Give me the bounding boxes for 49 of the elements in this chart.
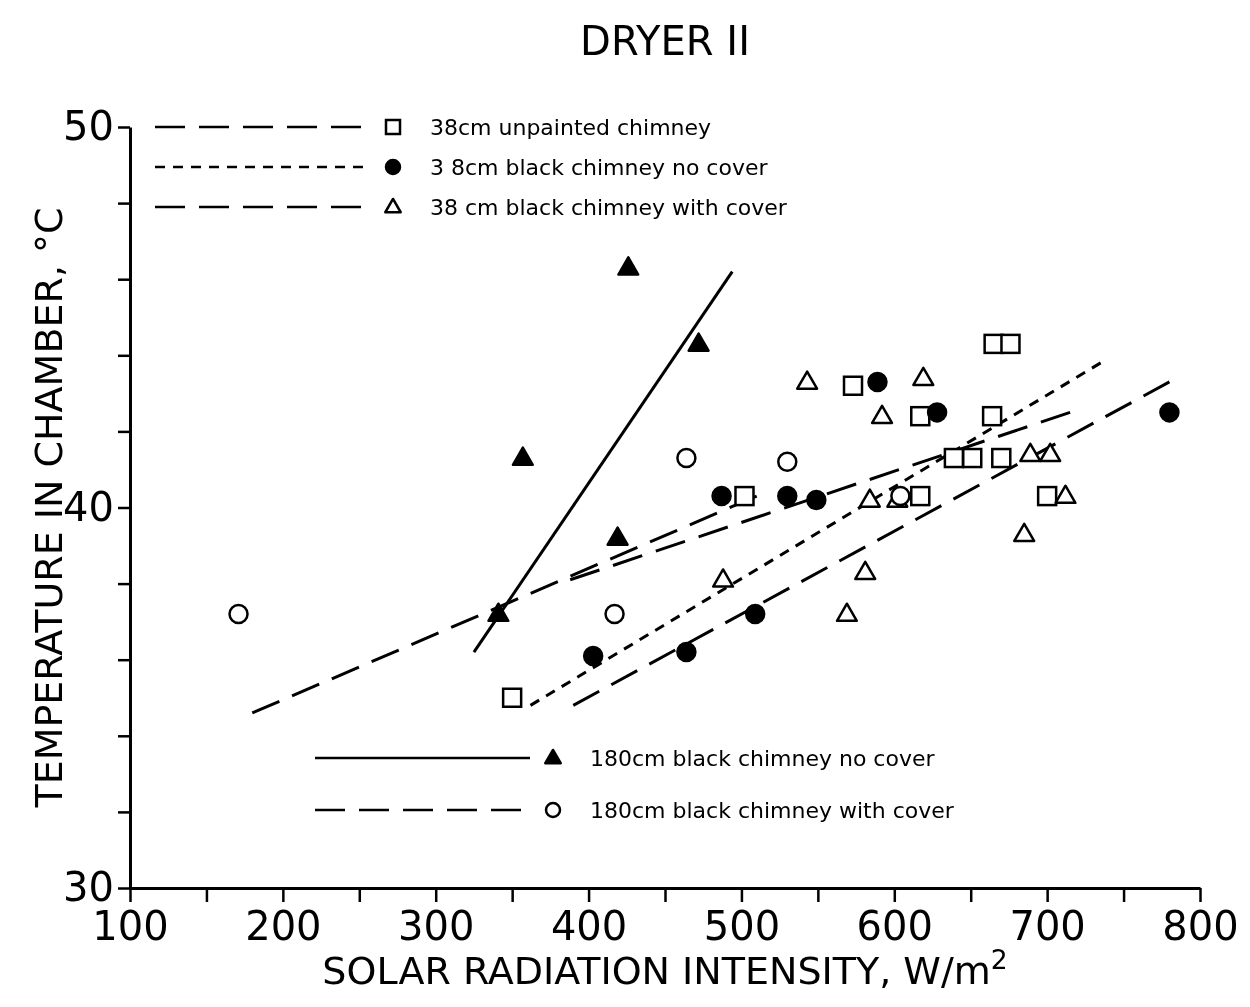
point xyxy=(867,371,888,393)
point xyxy=(582,645,604,667)
point xyxy=(687,332,710,352)
point xyxy=(511,446,534,467)
legend-label: 180cm black chimney no cover xyxy=(590,746,936,771)
point xyxy=(1013,522,1036,543)
point xyxy=(854,560,877,581)
point xyxy=(711,568,735,588)
point xyxy=(870,404,894,425)
point xyxy=(842,375,864,396)
point xyxy=(676,641,697,663)
y-tick-label: 50 xyxy=(63,103,114,150)
point xyxy=(1019,442,1042,463)
x-tick-label: 700 xyxy=(1009,903,1086,950)
point xyxy=(501,687,523,708)
point xyxy=(711,485,732,507)
point xyxy=(991,447,1012,469)
legend-label: 38 cm black chimney with cover xyxy=(430,195,788,220)
point xyxy=(777,451,798,473)
x-tick-label: 800 xyxy=(1162,903,1239,950)
point xyxy=(1036,485,1058,507)
legend-label: 180cm black chimney with cover xyxy=(590,798,955,823)
point xyxy=(676,447,697,469)
legend-label: 3 8cm black chimney no cover xyxy=(430,155,769,180)
point xyxy=(796,370,819,390)
point xyxy=(734,485,755,507)
point xyxy=(1054,484,1077,505)
point xyxy=(910,405,931,427)
point xyxy=(912,366,935,387)
legend-label: 38cm unpainted chimney xyxy=(430,115,712,140)
x-tick-label: 200 xyxy=(245,903,322,950)
point xyxy=(1159,402,1180,423)
point xyxy=(926,402,948,423)
point xyxy=(228,603,249,625)
point xyxy=(961,447,983,469)
chart-title: DRYER II xyxy=(580,18,750,64)
point xyxy=(806,489,827,511)
point xyxy=(1000,333,1021,355)
point xyxy=(487,602,510,623)
point xyxy=(1039,442,1062,463)
point xyxy=(604,603,625,625)
point xyxy=(606,526,629,546)
point xyxy=(910,485,931,507)
point xyxy=(858,488,881,508)
point xyxy=(835,602,859,623)
point xyxy=(777,485,798,507)
point xyxy=(617,256,640,276)
point xyxy=(744,603,766,625)
point xyxy=(981,405,1003,427)
